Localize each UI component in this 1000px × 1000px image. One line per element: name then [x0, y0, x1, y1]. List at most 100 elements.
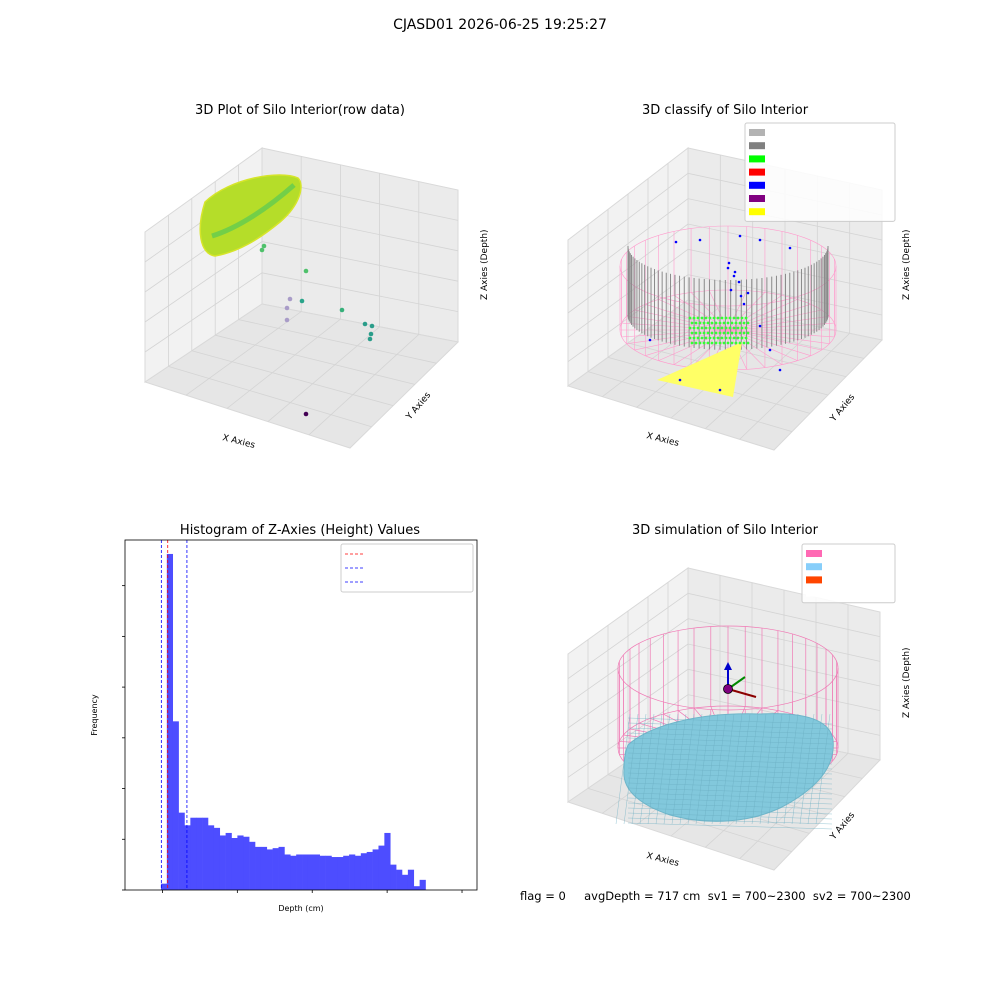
scatter-point [368, 331, 374, 337]
mesh-line [639, 713, 655, 825]
rice-point [714, 341, 718, 345]
mesh-line [627, 722, 833, 730]
rice-point [716, 326, 720, 330]
histogram-bar [372, 849, 379, 890]
simulation-auger [723, 662, 757, 698]
silo-spoke [727, 295, 783, 331]
mesh-line [751, 713, 767, 825]
mesh-line [783, 713, 799, 825]
rice-point [704, 316, 708, 320]
histogram-axes-frame [124, 539, 478, 891]
mesh-line [711, 713, 727, 825]
histogram-title: Histogram of Z-Axies (Height) Values [179, 523, 421, 538]
histogram-bar [178, 812, 185, 890]
mesh-line [807, 713, 823, 825]
grid-line [238, 319, 437, 364]
histogram-bars [160, 553, 426, 890]
raw-floor-pane [143, 303, 460, 449]
rice-point [724, 316, 728, 320]
rice-point [726, 321, 730, 325]
rice-point [720, 336, 724, 340]
rice-point [704, 336, 708, 340]
histogram-bar [313, 854, 320, 890]
legend-swatch [749, 142, 765, 150]
histogram-bar [243, 836, 250, 890]
grid-line [168, 366, 372, 428]
rice-point [728, 326, 732, 330]
histogram-bar [225, 832, 232, 890]
scatter-point [362, 321, 368, 327]
rice-point [742, 341, 746, 345]
rice-point [700, 336, 704, 340]
grid-line [567, 668, 881, 753]
histogram-bar [343, 855, 350, 890]
rice-point [730, 341, 734, 345]
classify-silo-wireframe [619, 225, 837, 371]
rice-point [736, 326, 740, 330]
rice-point [702, 331, 706, 335]
legend-swatch [749, 155, 765, 163]
rice-point [696, 326, 700, 330]
rice-point [720, 326, 724, 330]
noise-point [698, 238, 702, 242]
rice-point [712, 316, 716, 320]
auger-z-arrowhead [724, 662, 732, 670]
noise-point [758, 238, 762, 242]
mesh-line [627, 817, 833, 825]
rice-point [730, 331, 734, 335]
histogram-bar [366, 851, 373, 890]
histogram-bar [413, 886, 420, 890]
grid-line [739, 333, 850, 440]
histogram-bar [196, 817, 203, 890]
rice-point [732, 336, 736, 340]
histogram-bar [360, 853, 368, 890]
mesh-line [679, 713, 695, 825]
histogram-bar [331, 857, 338, 890]
classify-symmetric-points [657, 342, 742, 397]
silo-spoke [673, 295, 729, 331]
grid-line [226, 318, 341, 409]
mesh-line [615, 713, 631, 825]
rice-point [740, 316, 744, 320]
mesh-line [799, 713, 815, 825]
rice-point [724, 326, 728, 330]
raw-plot-title: 3D Plot of Silo Interior(row data) [195, 103, 405, 118]
rice-point [696, 336, 700, 340]
noise-point [746, 291, 750, 295]
rice-point [698, 341, 702, 345]
histogram-bar [337, 857, 344, 890]
grid-line [191, 350, 394, 406]
histogram-bar [407, 869, 415, 890]
mesh-line [759, 713, 775, 825]
mesh-line [775, 713, 791, 825]
mesh-line [815, 713, 831, 825]
rice-point [746, 331, 750, 335]
scatter-point [259, 247, 265, 253]
grid-line [267, 326, 380, 422]
rice-point [740, 326, 744, 330]
rice-point [700, 316, 704, 320]
grid-line [567, 274, 883, 362]
raw-z-label: Z Axies (Depth) [480, 229, 490, 300]
histogram-x-label: Depth (cm) [278, 904, 323, 913]
rice-point [706, 331, 710, 335]
rice-point [730, 321, 734, 325]
classify-noise-points [648, 234, 792, 392]
histogram-bar [319, 855, 326, 890]
rice-point [698, 331, 702, 335]
classify-y-label: Y Axies [828, 392, 857, 424]
histogram-y-label: Frequency [90, 694, 99, 736]
histogram-bar [325, 855, 332, 890]
mesh-line [627, 752, 833, 760]
figure-title: CJASD01 2026-06-25 19:25:27 [393, 17, 607, 33]
classify-x-label: X Axies [645, 431, 680, 449]
rice-point [702, 321, 706, 325]
rice-point [714, 321, 718, 325]
mesh-line [719, 713, 735, 825]
histogram-bar [207, 825, 215, 890]
histogram-bar [166, 553, 174, 890]
rice-point [740, 336, 744, 340]
noise-point [678, 378, 682, 382]
rice-point [710, 321, 714, 325]
simulation-x-label: X Axies [645, 851, 680, 869]
